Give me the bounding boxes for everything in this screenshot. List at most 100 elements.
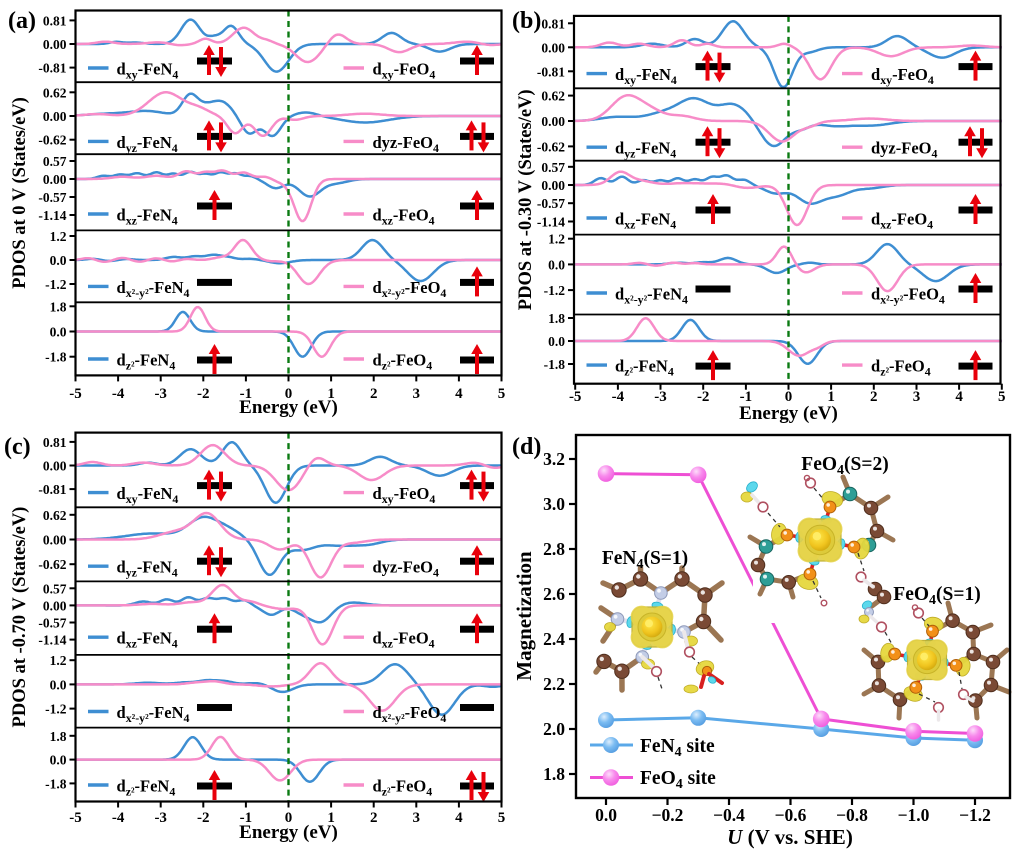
svg-text:0.00: 0.00 [541,40,565,55]
svg-text:dz²-FeO4: dz²-FeO4 [373,777,433,799]
svg-text:dz²-FeO4: dz²-FeO4 [373,351,433,373]
svg-text:0.00: 0.00 [541,178,565,193]
svg-text:(a): (a) [8,8,36,34]
svg-text:0.0: 0.0 [50,677,67,692]
svg-text:3.2: 3.2 [543,449,565,469]
svg-text:3: 3 [913,389,921,405]
svg-text:-1.14: -1.14 [537,215,565,230]
svg-text:−0.6: −0.6 [775,805,807,825]
svg-text:-0.62: -0.62 [537,139,565,154]
svg-text:0.00: 0.00 [43,109,67,124]
svg-text:PDOS at -0.30 V (States/eV): PDOS at -0.30 V (States/eV) [516,89,536,310]
svg-text:dyz-FeO4: dyz-FeO4 [871,139,937,161]
svg-text:0.57: 0.57 [541,160,565,175]
svg-text:1.2: 1.2 [50,229,67,244]
svg-text:3: 3 [413,810,421,826]
svg-text:dz²-FeN4: dz²-FeN4 [117,351,176,373]
svg-text:0.81: 0.81 [43,435,67,450]
svg-text:U (V vs. SHE): U (V vs. SHE) [727,825,853,849]
svg-text:0.62: 0.62 [43,85,67,100]
svg-text:-3: -3 [654,389,667,405]
svg-text:-0.57: -0.57 [537,196,565,211]
svg-text:0.0: 0.0 [50,253,67,268]
svg-text:0.62: 0.62 [541,89,565,104]
svg-text:dz²-FeN4: dz²-FeN4 [117,777,176,799]
svg-text:-1.8: -1.8 [45,776,67,791]
svg-text:-2: -2 [197,386,210,402]
svg-text:-1.14: -1.14 [38,633,66,648]
svg-text:0.00: 0.00 [43,172,67,187]
svg-text:-4: -4 [112,386,125,402]
svg-text:1.2: 1.2 [548,232,565,247]
svg-text:Energy (eV): Energy (eV) [239,822,338,843]
svg-text:-1.14: -1.14 [38,208,66,223]
svg-text:dz²-FeO4: dz²-FeO4 [871,357,931,379]
svg-text:2.4: 2.4 [543,629,565,649]
svg-text:-2: -2 [197,810,210,826]
svg-text:2: 2 [870,389,878,405]
svg-text:PDOS at 0 V (States/eV): PDOS at 0 V (States/eV) [10,97,30,289]
svg-text:0.00: 0.00 [43,598,67,613]
svg-text:1.8: 1.8 [50,729,67,744]
svg-text:-4: -4 [612,389,625,405]
svg-text:dz²-FeN4: dz²-FeN4 [615,357,674,379]
svg-text:Energy (eV): Energy (eV) [739,403,838,424]
svg-text:2.0: 2.0 [543,719,565,739]
svg-text:1.8: 1.8 [548,311,565,326]
svg-text:4: 4 [455,386,463,402]
svg-text:0.00: 0.00 [541,114,565,129]
svg-text:0.0: 0.0 [548,334,565,349]
svg-text:-0.81: -0.81 [38,61,66,76]
svg-text:0.62: 0.62 [43,508,67,523]
svg-text:0.0: 0.0 [595,805,617,825]
svg-text:-0.81: -0.81 [537,64,565,79]
svg-text:-2: -2 [697,389,710,405]
svg-text:−0.2: −0.2 [652,805,684,825]
svg-text:0.81: 0.81 [541,16,565,31]
svg-text:dyz-FeO4: dyz-FeO4 [373,133,439,155]
svg-text:-5: -5 [69,386,82,402]
svg-text:-4: -4 [112,810,125,826]
svg-text:0.00: 0.00 [43,37,67,52]
svg-text:FeO4(S=1): FeO4(S=1) [893,584,980,608]
svg-text:FeN4(S=1): FeN4(S=1) [602,548,688,572]
svg-text:-0.57: -0.57 [38,190,66,205]
svg-text:0.00: 0.00 [43,533,67,548]
svg-text:2: 2 [370,386,378,402]
svg-text:0.57: 0.57 [43,154,67,169]
svg-text:2.6: 2.6 [543,584,565,604]
svg-text:−0.4: −0.4 [713,805,745,825]
svg-text:1.8: 1.8 [543,764,565,784]
svg-text:-3: -3 [154,386,167,402]
svg-text:2.2: 2.2 [543,674,565,694]
svg-text:-0.81: -0.81 [38,482,66,497]
svg-text:-3: -3 [154,810,167,826]
svg-text:0.0: 0.0 [50,753,67,768]
svg-text:PDOS at -0.70 V (States/eV): PDOS at -0.70 V (States/eV) [10,507,30,728]
svg-text:0.0: 0.0 [548,257,565,272]
svg-text:4: 4 [455,810,463,826]
svg-text:(b): (b) [512,8,541,34]
svg-text:0.81: 0.81 [43,13,67,28]
svg-text:−0.8: −0.8 [836,805,868,825]
svg-text:-1.2: -1.2 [45,702,67,717]
svg-text:-1.2: -1.2 [544,283,566,298]
svg-text:2: 2 [370,810,378,826]
svg-text:-0.62: -0.62 [38,133,66,148]
svg-text:0.0: 0.0 [50,325,67,340]
svg-text:-1.2: -1.2 [45,277,67,292]
svg-text:-1.8: -1.8 [45,350,67,365]
svg-text:5: 5 [498,386,506,402]
svg-text:0.00: 0.00 [43,459,67,474]
svg-text:-0.57: -0.57 [38,616,66,631]
svg-text:-1.8: -1.8 [544,357,566,372]
svg-text:2.8: 2.8 [543,539,565,559]
svg-text:(d): (d) [512,434,541,460]
svg-text:5: 5 [498,810,506,826]
svg-text:5: 5 [998,389,1006,405]
svg-text:0.57: 0.57 [43,581,67,596]
svg-text:1.2: 1.2 [50,653,67,668]
svg-text:Energy (eV): Energy (eV) [239,397,338,418]
svg-text:3: 3 [413,386,421,402]
svg-text:−1.0: −1.0 [898,805,930,825]
